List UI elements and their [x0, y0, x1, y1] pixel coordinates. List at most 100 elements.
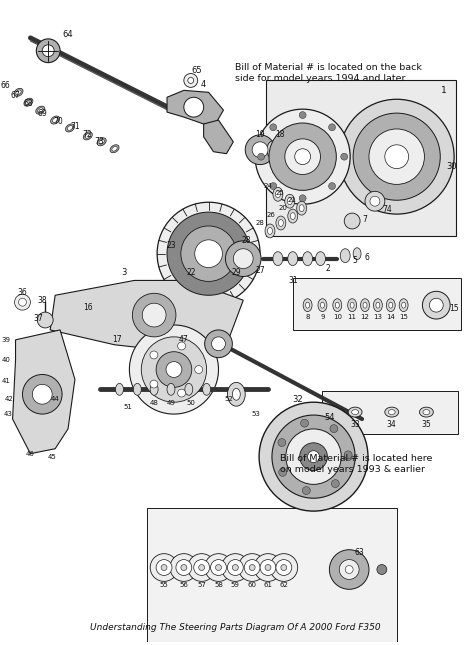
Text: 57: 57	[197, 582, 206, 588]
Ellipse shape	[112, 146, 117, 151]
Ellipse shape	[150, 383, 158, 395]
Ellipse shape	[51, 116, 60, 124]
Circle shape	[156, 560, 172, 575]
Text: 39: 39	[1, 337, 10, 343]
Text: 31: 31	[288, 276, 298, 285]
Text: 71: 71	[70, 123, 80, 132]
Ellipse shape	[350, 303, 354, 308]
Circle shape	[300, 442, 328, 470]
Ellipse shape	[302, 252, 312, 266]
Ellipse shape	[353, 248, 361, 260]
Ellipse shape	[316, 252, 326, 266]
Ellipse shape	[185, 383, 193, 395]
Circle shape	[308, 451, 319, 462]
Ellipse shape	[303, 299, 312, 312]
Ellipse shape	[133, 383, 141, 395]
Text: 12: 12	[361, 314, 369, 320]
Ellipse shape	[386, 299, 395, 312]
Text: 16: 16	[83, 303, 92, 312]
Ellipse shape	[65, 124, 74, 132]
Text: 55: 55	[160, 582, 168, 588]
Circle shape	[36, 39, 60, 63]
Text: 63: 63	[354, 548, 364, 557]
Circle shape	[181, 564, 187, 570]
Text: 14: 14	[386, 314, 395, 320]
Circle shape	[156, 352, 192, 388]
Text: 10: 10	[333, 314, 342, 320]
Ellipse shape	[348, 407, 362, 417]
Ellipse shape	[361, 299, 369, 312]
Circle shape	[301, 419, 309, 427]
Text: 73: 73	[95, 137, 105, 146]
Ellipse shape	[389, 303, 393, 308]
Text: 7: 7	[363, 215, 367, 224]
Text: 48: 48	[150, 400, 159, 406]
Circle shape	[195, 366, 203, 373]
Circle shape	[299, 112, 306, 119]
Circle shape	[178, 389, 185, 397]
Text: Bill of Material # is located on the back
side for model years 1994 and later: Bill of Material # is located on the bac…	[235, 63, 422, 83]
Circle shape	[188, 553, 216, 581]
Circle shape	[205, 553, 232, 581]
Ellipse shape	[16, 90, 21, 95]
Circle shape	[339, 560, 359, 579]
Circle shape	[161, 564, 167, 570]
Text: 32: 32	[292, 395, 303, 404]
Text: 53: 53	[252, 411, 261, 417]
Polygon shape	[147, 508, 397, 642]
Circle shape	[377, 564, 387, 575]
Circle shape	[331, 480, 339, 488]
Ellipse shape	[116, 383, 123, 395]
Text: 25: 25	[275, 190, 284, 196]
Circle shape	[329, 550, 369, 590]
Circle shape	[281, 564, 287, 570]
Text: 45: 45	[48, 453, 56, 460]
Circle shape	[178, 342, 185, 350]
Circle shape	[141, 337, 207, 402]
Text: Bill of Material # is located here
on model years 1993 & earlier: Bill of Material # is located here on mo…	[280, 453, 432, 475]
Circle shape	[194, 560, 210, 575]
Circle shape	[370, 196, 380, 206]
Polygon shape	[167, 90, 223, 124]
Circle shape	[233, 249, 253, 268]
Ellipse shape	[299, 204, 304, 212]
Circle shape	[269, 123, 337, 190]
Ellipse shape	[228, 382, 245, 406]
Circle shape	[150, 380, 158, 388]
Text: 11: 11	[347, 314, 356, 320]
Circle shape	[255, 109, 350, 204]
Ellipse shape	[399, 299, 408, 312]
Circle shape	[270, 124, 277, 131]
Ellipse shape	[401, 303, 406, 308]
Circle shape	[286, 429, 341, 484]
Ellipse shape	[288, 252, 298, 266]
Text: 19: 19	[255, 130, 265, 139]
Ellipse shape	[333, 299, 342, 312]
Polygon shape	[13, 330, 75, 453]
Ellipse shape	[14, 88, 23, 96]
Circle shape	[199, 564, 205, 570]
Text: 62: 62	[279, 582, 288, 588]
Ellipse shape	[67, 126, 73, 130]
Text: 67: 67	[11, 91, 20, 100]
Text: 46: 46	[26, 451, 35, 457]
Circle shape	[302, 486, 310, 495]
Circle shape	[205, 330, 232, 357]
Ellipse shape	[278, 219, 283, 226]
Ellipse shape	[273, 187, 283, 201]
Circle shape	[184, 97, 204, 117]
Circle shape	[279, 468, 287, 477]
Text: 33: 33	[350, 421, 360, 430]
Ellipse shape	[363, 303, 367, 308]
Circle shape	[278, 439, 286, 446]
Circle shape	[15, 294, 30, 310]
Ellipse shape	[24, 98, 33, 106]
Text: 22: 22	[186, 268, 195, 277]
Circle shape	[42, 45, 54, 57]
Text: 68: 68	[24, 99, 33, 108]
Ellipse shape	[352, 410, 358, 415]
Ellipse shape	[36, 106, 45, 114]
Circle shape	[32, 384, 52, 404]
Circle shape	[422, 292, 450, 319]
Text: 15: 15	[449, 304, 459, 313]
